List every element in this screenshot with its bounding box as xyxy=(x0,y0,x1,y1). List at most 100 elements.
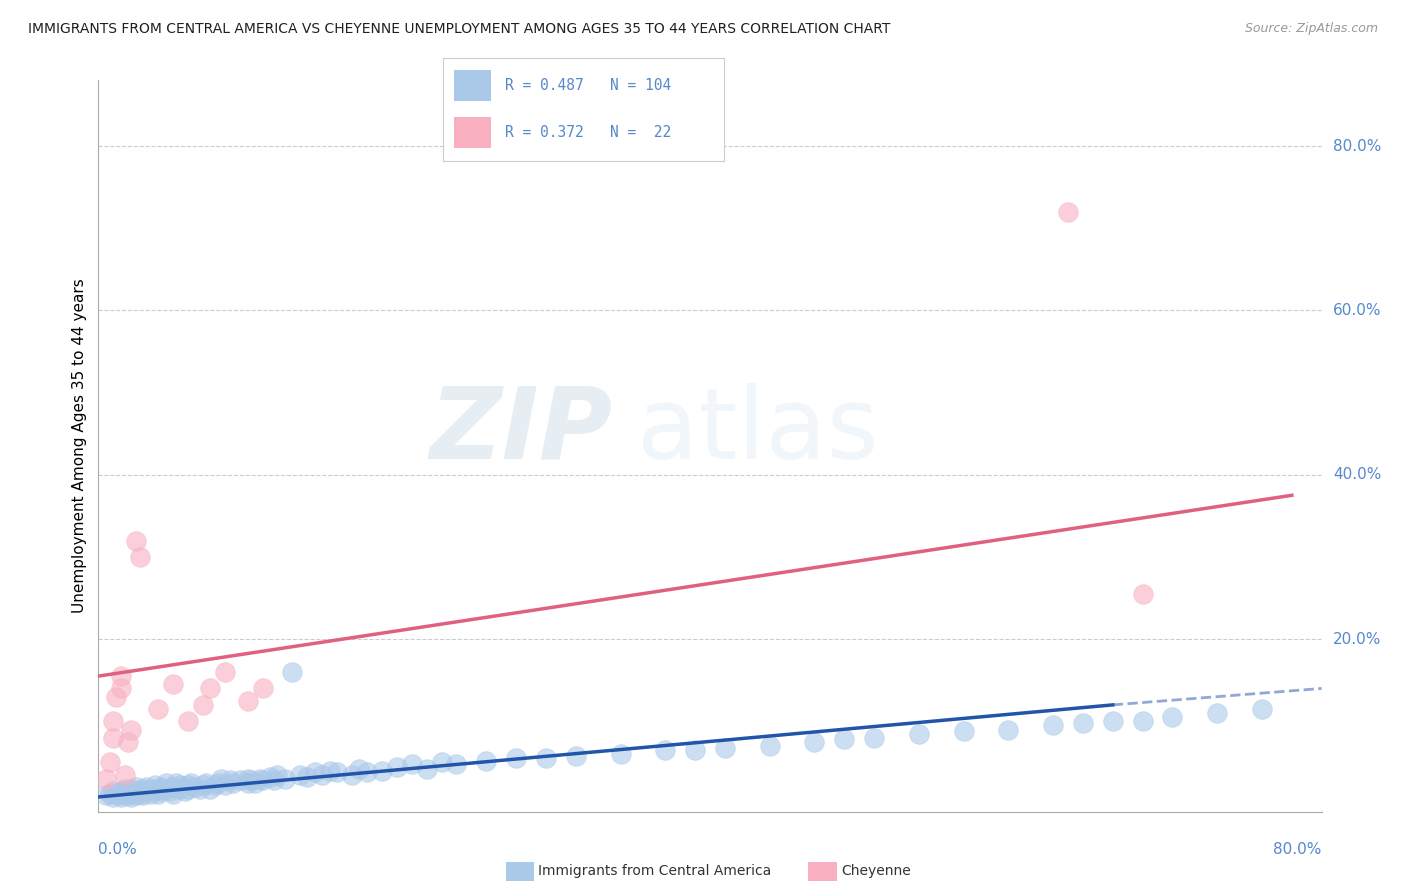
Point xyxy=(110,784,132,798)
Text: Cheyenne: Cheyenne xyxy=(841,864,911,879)
Text: 20.0%: 20.0% xyxy=(1333,632,1381,647)
Point xyxy=(117,735,139,749)
Point xyxy=(229,773,252,788)
Point xyxy=(1057,204,1080,219)
Point xyxy=(446,757,468,772)
Point xyxy=(997,723,1019,737)
Point xyxy=(155,776,177,790)
Point xyxy=(105,787,128,801)
Point xyxy=(120,781,142,796)
Point xyxy=(209,772,232,786)
Point xyxy=(214,779,236,793)
Bar xyxy=(454,118,491,148)
Point xyxy=(159,784,181,798)
Point xyxy=(1042,718,1064,732)
Point xyxy=(415,762,437,776)
Point xyxy=(200,681,222,696)
Point xyxy=(174,784,197,798)
Point xyxy=(114,768,136,782)
Point xyxy=(1101,714,1123,729)
Point xyxy=(194,776,217,790)
Point xyxy=(430,756,453,770)
Point xyxy=(654,743,676,757)
Point xyxy=(125,780,148,794)
Point xyxy=(120,723,142,737)
Point xyxy=(236,772,259,786)
Point xyxy=(1132,714,1154,729)
Point xyxy=(132,789,155,803)
Point xyxy=(184,780,207,794)
Point xyxy=(114,781,136,796)
Point xyxy=(236,776,259,790)
Point xyxy=(609,747,631,762)
Point xyxy=(266,768,288,782)
Y-axis label: Unemployment Among Ages 35 to 44 years: Unemployment Among Ages 35 to 44 years xyxy=(72,278,87,614)
Point xyxy=(243,776,266,790)
Point xyxy=(326,765,349,780)
Point xyxy=(114,787,136,801)
Point xyxy=(110,681,132,696)
Point xyxy=(1161,710,1184,724)
Point xyxy=(758,739,780,753)
Point xyxy=(103,784,125,798)
Point xyxy=(908,726,931,740)
Point xyxy=(110,789,132,803)
Point xyxy=(1206,706,1229,720)
Text: 80.0%: 80.0% xyxy=(1274,842,1322,857)
Point xyxy=(162,677,184,691)
Point xyxy=(1132,587,1154,601)
Text: 80.0%: 80.0% xyxy=(1333,138,1381,153)
Text: Source: ZipAtlas.com: Source: ZipAtlas.com xyxy=(1244,22,1378,36)
Point xyxy=(356,765,378,780)
Point xyxy=(162,787,184,801)
Text: R = 0.487   N = 104: R = 0.487 N = 104 xyxy=(505,78,671,93)
Point xyxy=(177,781,200,796)
Point xyxy=(318,764,340,778)
Point xyxy=(191,779,214,793)
Point xyxy=(103,731,125,745)
Point xyxy=(385,759,408,773)
Point xyxy=(132,781,155,796)
Point xyxy=(169,779,191,793)
Point xyxy=(162,780,184,794)
Point xyxy=(177,779,200,793)
Point xyxy=(155,781,177,796)
Point xyxy=(125,533,148,548)
Point xyxy=(803,735,825,749)
Point xyxy=(139,787,162,801)
Point xyxy=(98,756,121,770)
Point xyxy=(103,714,125,729)
Point xyxy=(401,757,423,772)
Text: Immigrants from Central America: Immigrants from Central America xyxy=(538,864,772,879)
Point xyxy=(304,765,326,780)
Point xyxy=(150,784,173,798)
Point xyxy=(218,773,240,788)
Point xyxy=(252,681,274,696)
Bar xyxy=(454,70,491,101)
Point xyxy=(110,789,132,804)
Point xyxy=(221,776,243,790)
Point xyxy=(863,731,886,745)
Point xyxy=(177,714,200,729)
Point xyxy=(249,772,271,786)
Text: IMMIGRANTS FROM CENTRAL AMERICA VS CHEYENNE UNEMPLOYMENT AMONG AGES 35 TO 44 YEA: IMMIGRANTS FROM CENTRAL AMERICA VS CHEYE… xyxy=(28,22,890,37)
Text: 60.0%: 60.0% xyxy=(1333,303,1381,318)
Point xyxy=(191,698,214,712)
Point xyxy=(135,780,157,794)
Point xyxy=(120,789,142,804)
Point xyxy=(297,770,319,784)
Text: R = 0.372   N =  22: R = 0.372 N = 22 xyxy=(505,126,671,140)
Point xyxy=(146,787,169,801)
Point xyxy=(98,787,121,801)
Point xyxy=(105,690,128,704)
Point xyxy=(475,754,498,768)
Point xyxy=(200,781,222,796)
Point xyxy=(236,694,259,708)
Point xyxy=(180,776,202,790)
Point xyxy=(150,780,173,794)
Point xyxy=(143,779,166,793)
Point xyxy=(117,789,139,803)
Text: 40.0%: 40.0% xyxy=(1333,467,1381,483)
Point xyxy=(129,787,152,801)
Point xyxy=(129,549,152,564)
